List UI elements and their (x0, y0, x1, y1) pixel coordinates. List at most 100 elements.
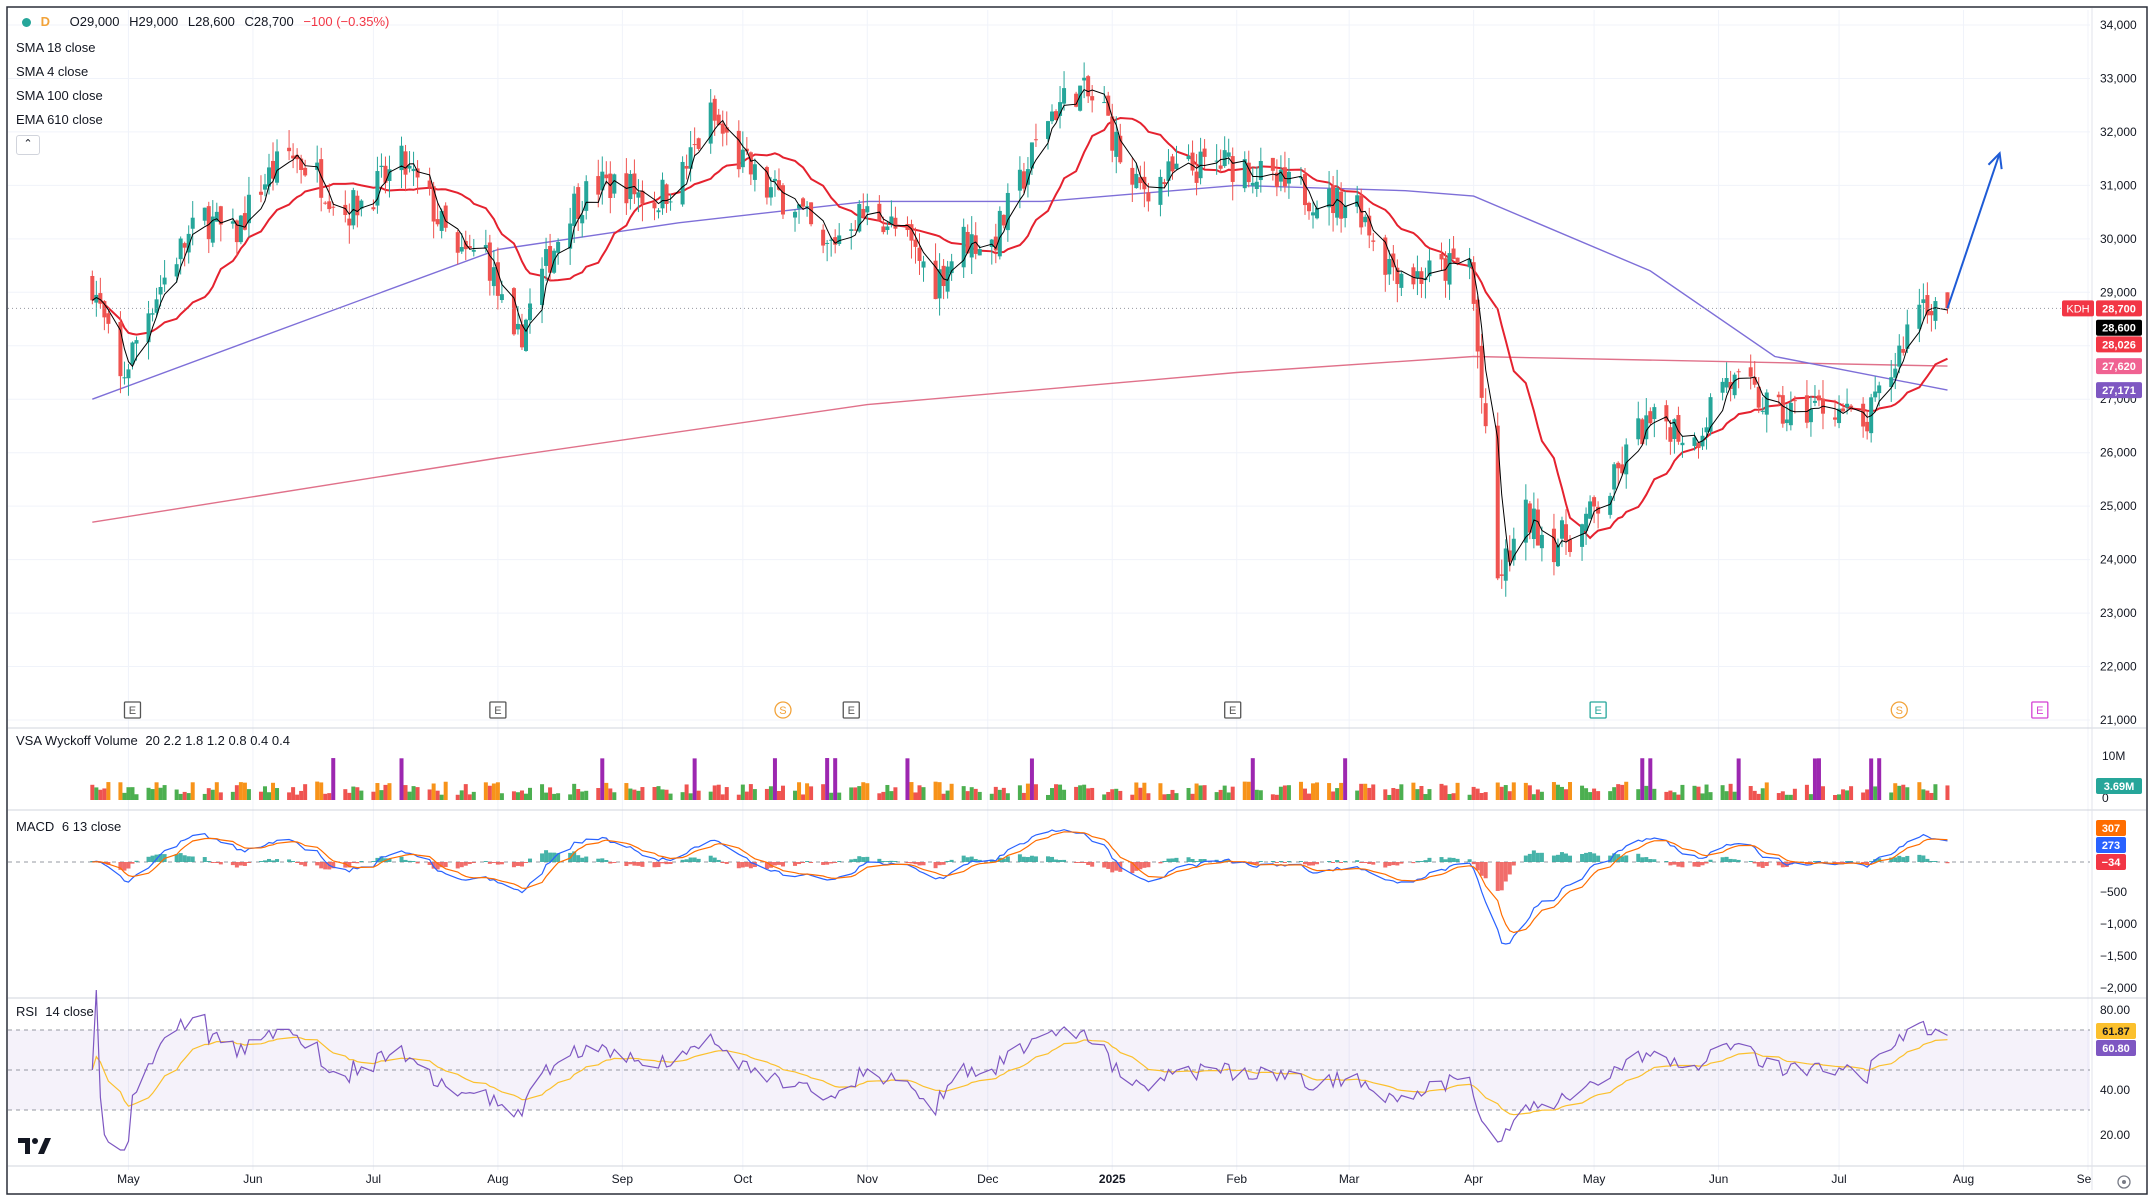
macd-histogram-bar (439, 862, 444, 868)
candle-body (1029, 142, 1034, 169)
candle-body (186, 233, 191, 253)
volume-bar (455, 794, 460, 800)
candle-body (1608, 495, 1613, 515)
volume-bar (1090, 787, 1095, 800)
candle-body (668, 201, 673, 203)
volume-bar (1134, 782, 1139, 800)
macd-histogram-bar (118, 862, 123, 870)
macd-histogram-bar (1327, 861, 1332, 862)
volume-bar (965, 791, 970, 800)
macd-histogram-bar (1752, 862, 1757, 864)
symbol-dot-icon[interactable] (22, 18, 31, 28)
macd-histogram-bar (291, 861, 296, 862)
chevron-up-icon[interactable]: ⌃ (16, 135, 40, 155)
volume-bar (1792, 788, 1797, 800)
candle-body (1760, 410, 1765, 412)
candle-body (1672, 419, 1677, 439)
macd-histogram-bar (1025, 857, 1030, 862)
candle-body (640, 190, 645, 204)
volume-bar (668, 793, 673, 800)
candle-body (435, 219, 440, 225)
volume-bar (1784, 794, 1789, 800)
volume-bar (1315, 782, 1320, 800)
candle-body (1226, 152, 1231, 157)
candle-body (1090, 96, 1095, 101)
macd-histogram-bar (1090, 862, 1095, 867)
macd-histogram-bar (941, 862, 946, 865)
volume-bar (94, 787, 99, 800)
candle-body (849, 229, 854, 231)
macd-histogram-bar (668, 862, 673, 865)
macd-histogram-bar (821, 862, 826, 865)
macd-histogram-bar (275, 859, 280, 862)
macd-histogram-bar (1307, 862, 1312, 866)
macd-histogram-bar (652, 862, 657, 868)
rsi-legend[interactable]: RSI 14 close (16, 1004, 94, 1019)
macd-histogram-bar (1877, 858, 1882, 862)
candle-body (415, 168, 420, 178)
candle-body (1551, 528, 1556, 563)
candle-body (548, 246, 553, 273)
volume-bar (568, 794, 573, 800)
indicator-legend-sma18[interactable]: SMA 18 close (16, 40, 96, 55)
candle-body (1307, 202, 1312, 212)
volume-bar (1475, 788, 1480, 800)
candle-body (1331, 185, 1336, 214)
indicator-legend-sma100[interactable]: SMA 100 close (16, 88, 103, 103)
tradingview-logo[interactable] (18, 1136, 52, 1161)
macd-histogram-bar (1608, 855, 1613, 862)
candle-body (1648, 411, 1653, 424)
macd-histogram-bar (1162, 861, 1167, 862)
volume-legend[interactable]: VSA Wyckoff Volume 20 2.2 1.8 1.2 0.8 0.… (16, 733, 290, 748)
volume-bar (1046, 794, 1050, 800)
volume-bar (556, 793, 561, 800)
macd-histogram-bar (1555, 854, 1560, 862)
candle-body (178, 238, 183, 260)
macd-histogram-bar (411, 861, 416, 862)
time-axis-label: May (117, 1172, 140, 1186)
volume-bar (146, 787, 151, 800)
volume-bar (295, 794, 300, 800)
candle-body (724, 127, 729, 133)
volume-bar (1833, 794, 1838, 800)
event-marker-earnings (1589, 701, 1607, 719)
volume-bar (1170, 789, 1175, 800)
candle-body (1728, 381, 1733, 389)
macd-histogram-bar (1190, 858, 1195, 862)
candle-body (1194, 171, 1199, 183)
candle-body (210, 216, 215, 243)
candle-body (1865, 421, 1870, 432)
event-marker-earnings (1224, 701, 1242, 719)
volume-bar (343, 789, 348, 800)
event-marker-earnings (2031, 701, 2049, 719)
candle-body (371, 207, 376, 210)
volume-bar (1760, 788, 1765, 800)
macd-histogram-bar (1596, 855, 1601, 862)
price-axis-tick: 21,000 (2100, 713, 2137, 727)
candle-body (748, 152, 753, 175)
macd-histogram-bar (1286, 861, 1291, 862)
candle-body (584, 181, 589, 211)
volume-bar (299, 790, 304, 800)
candle-body (218, 206, 223, 225)
indicator-legend-ema610[interactable]: EMA 610 close (16, 112, 103, 127)
macd-histogram-bar (202, 857, 207, 862)
volume-bar (1704, 784, 1709, 800)
macd-legend[interactable]: MACD 6 13 close (16, 819, 121, 834)
volume-bar (1664, 791, 1669, 800)
candle-body (1808, 409, 1813, 423)
macd-axis-tick: −1,000 (2100, 917, 2137, 931)
interval-label[interactable]: D (40, 14, 51, 29)
macd-histogram-bar (1250, 862, 1255, 865)
indicator-legend-sma4[interactable]: SMA 4 close (16, 64, 89, 79)
candle-body (242, 213, 247, 230)
volume-bar (576, 789, 581, 800)
volume-bar (748, 784, 753, 800)
macd-histogram-bar (1254, 862, 1259, 865)
time-axis-label: Dec (977, 1172, 998, 1186)
candle-body (1242, 159, 1247, 189)
event-marker-label: E (1594, 705, 1601, 717)
macd-histogram-bar (772, 862, 777, 866)
